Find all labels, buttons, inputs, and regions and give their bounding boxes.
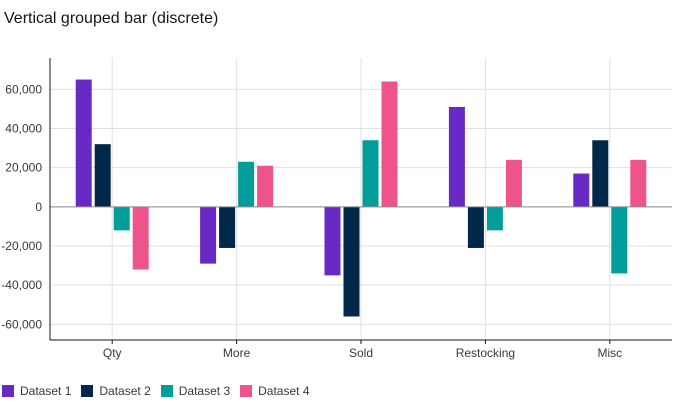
y-tick-label: -60,000: [1, 317, 42, 331]
legend-swatch: [81, 385, 94, 397]
bar-dataset-2-qty[interactable]: [94, 144, 111, 207]
bar-dataset-4-sold[interactable]: [381, 81, 398, 207]
x-tick-label: Qty: [103, 346, 122, 360]
y-tick-label: 20,000: [5, 161, 42, 175]
legend: Dataset 1 Dataset 2 Dataset 3 Dataset 4: [2, 384, 320, 398]
bar-dataset-3-sold[interactable]: [362, 140, 379, 207]
legend-label: Dataset 1: [20, 384, 72, 398]
bar-dataset-2-sold[interactable]: [343, 206, 360, 317]
chart-title: Vertical grouped bar (discrete): [4, 10, 219, 27]
legend-item[interactable]: Dataset 4: [240, 384, 310, 398]
legend-swatch: [2, 385, 14, 397]
x-tick-label: Restocking: [456, 346, 515, 360]
y-tick-labels: 60,000 40,000 20,000 0 -20,000 -40,000 -60,000: [1, 82, 42, 331]
legend-label: Dataset 2: [99, 384, 151, 398]
bar-dataset-3-misc[interactable]: [611, 206, 628, 274]
bar-dataset-2-restocking[interactable]: [467, 206, 484, 248]
legend-label: Dataset 3: [178, 384, 231, 398]
bar-dataset-4-misc[interactable]: [630, 159, 647, 207]
axes: [49, 58, 672, 344]
y-tick-label: 0: [35, 200, 42, 214]
bar-dataset-2-misc[interactable]: [592, 140, 609, 207]
bar-dataset-3-more[interactable]: [238, 161, 255, 207]
y-tick-label: 40,000: [5, 122, 42, 136]
y-tick-label: -20,000: [1, 239, 42, 253]
bar-dataset-1-more[interactable]: [200, 206, 217, 264]
bars: [75, 79, 647, 317]
legend-item[interactable]: Dataset 2: [81, 384, 151, 398]
x-tick-labels: Qty More Sold Restocking Misc: [103, 346, 622, 360]
bar-dataset-4-more[interactable]: [257, 165, 274, 207]
legend-item[interactable]: Dataset 1: [2, 384, 71, 398]
legend-item[interactable]: Dataset 3: [160, 384, 231, 398]
bar-dataset-3-qty[interactable]: [113, 206, 130, 231]
bar-dataset-1-restocking[interactable]: [448, 106, 465, 207]
y-tick-label: 60,000: [5, 82, 42, 96]
bar-dataset-3-restocking[interactable]: [486, 206, 503, 231]
grouped-bar-chart: 60,000 40,000 20,000 0 -20,000 -40,000 -60,000…: [1, 58, 672, 360]
x-tick-label: Misc: [597, 346, 622, 360]
bar-dataset-1-sold[interactable]: [324, 206, 341, 276]
x-tick-label: More: [223, 346, 251, 360]
y-tick-label: -40,000: [1, 278, 42, 292]
x-tick-label: Sold: [349, 346, 373, 360]
bar-dataset-4-restocking[interactable]: [505, 159, 522, 207]
bar-dataset-1-qty[interactable]: [75, 79, 92, 207]
legend-swatch: [160, 385, 173, 397]
legend-swatch: [240, 385, 253, 397]
bar-dataset-1-misc[interactable]: [573, 173, 590, 207]
bar-dataset-2-more[interactable]: [219, 206, 236, 248]
legend-label: Dataset 4: [258, 384, 310, 398]
bar-dataset-4-qty[interactable]: [132, 206, 149, 270]
